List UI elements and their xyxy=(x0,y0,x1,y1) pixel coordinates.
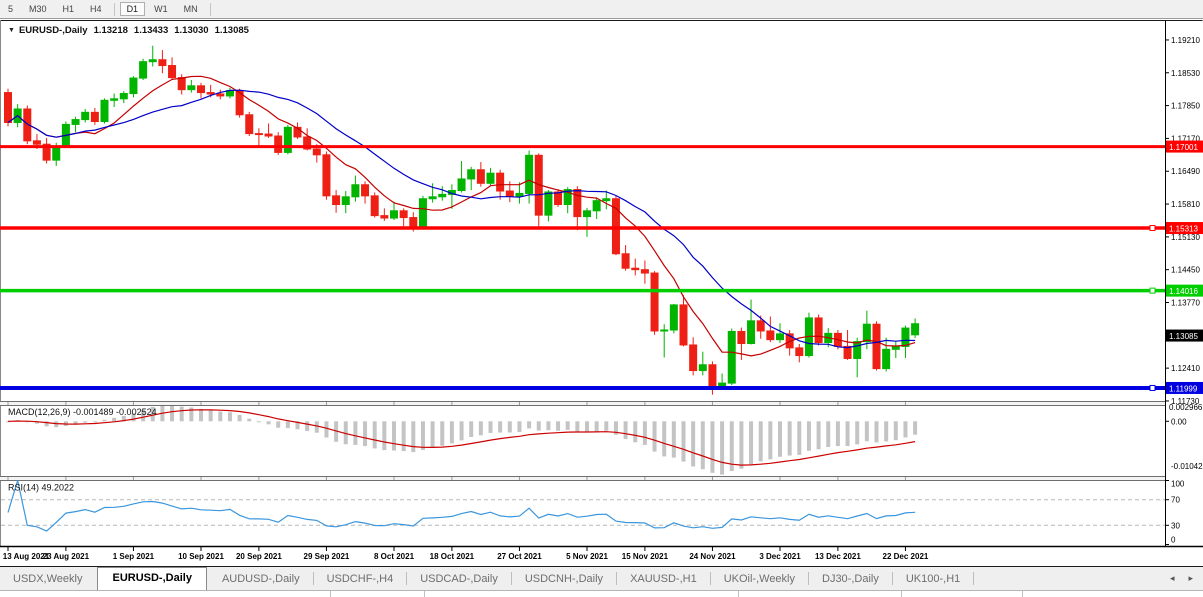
chart-symbol-label: EURUSD-,Daily xyxy=(18,25,88,36)
tab-scroll-left-icon[interactable]: ◂ xyxy=(1169,573,1175,583)
axis-label: 1.16490 xyxy=(1171,167,1200,176)
axis-label: 1.19210 xyxy=(1171,36,1200,45)
status-divider xyxy=(738,591,739,597)
tab-dj30-daily[interactable]: DJ30-,Daily xyxy=(822,573,879,585)
axis-label: 1.13770 xyxy=(1171,298,1200,307)
axis-label: 1.18530 xyxy=(1171,69,1200,78)
rsi-label: RSI(14) 49.2022 xyxy=(8,483,74,493)
chart-canvas[interactable]: 1.19210 1.18530 1.17850 1.17170 1.16490 1.158… xyxy=(0,19,1203,566)
macd-signal-line xyxy=(7,409,916,466)
tab-separator xyxy=(973,572,975,585)
tab-separator xyxy=(510,572,512,585)
status-divider xyxy=(424,591,425,597)
timeframe-button-w1[interactable]: W1 xyxy=(154,4,168,14)
axis-label: 70 xyxy=(1171,496,1180,505)
status-divider xyxy=(330,591,331,597)
ma-fast-line xyxy=(7,75,916,357)
macd-label: MACD(12,26,9) -0.001489 -0.002524 xyxy=(8,407,157,417)
axis-label: 1.13085 xyxy=(1169,332,1198,341)
axis-label: 0.002966 xyxy=(1169,403,1203,412)
date-tick-label: 24 Nov 2021 xyxy=(689,552,736,561)
tab-separator xyxy=(616,572,618,585)
chevron-down-icon[interactable]: ▼ xyxy=(8,27,15,34)
chart-title: ▼ EURUSD-,Daily 1.13218 1.13433 1.13030 1.130… xyxy=(8,25,249,36)
tab-ukoil-weekly[interactable]: UKOil-,Weekly xyxy=(723,573,795,585)
tab-scroll-arrows: ◂ ▸ xyxy=(1170,573,1203,590)
timeframe-button-h4[interactable]: H4 xyxy=(90,4,102,14)
axis-label: 1.15810 xyxy=(1171,200,1200,209)
axis-label: 1.17170 xyxy=(1171,134,1200,143)
date-tick-label: 5 Nov 2021 xyxy=(566,552,608,561)
date-tick-label: 1 Sep 2021 xyxy=(113,552,155,561)
tab-scroll-right-icon[interactable]: ▸ xyxy=(1188,573,1193,583)
axis-label: 1.17850 xyxy=(1171,102,1200,111)
tab-eurusd-daily[interactable]: EURUSD-,Daily xyxy=(97,567,207,590)
tab-separator xyxy=(808,572,809,585)
axis-label: 1.11999 xyxy=(1169,384,1198,393)
date-tick-label: 22 Dec 2021 xyxy=(883,552,929,561)
date-tick-label: 20 Sep 2021 xyxy=(236,552,282,561)
timeframe-button-5[interactable]: 5 xyxy=(8,4,14,14)
timeframe-button-h1[interactable]: H1 xyxy=(62,4,75,14)
toolbar-separator xyxy=(113,2,115,16)
status-divider xyxy=(901,591,902,597)
tab-separator xyxy=(406,572,408,585)
date-tick-label: 15 Nov 2021 xyxy=(622,552,669,561)
tab-audusd-daily[interactable]: AUDUSD-,Daily xyxy=(221,573,300,585)
date-tick-label: 23 Aug 2021 xyxy=(43,552,90,561)
date-tick-label: 18 Oct 2021 xyxy=(430,552,475,561)
axis-label: 1.15130 xyxy=(1171,233,1200,242)
timeframe-button-mn[interactable]: MN xyxy=(183,4,198,14)
status-divider xyxy=(1022,591,1023,597)
tab-uk100-h1[interactable]: UK100-,H1 xyxy=(905,573,961,585)
date-tick-label: 27 Oct 2021 xyxy=(497,552,542,561)
chart-window: ▼ EURUSD-,Daily 1.13218 1.13433 1.13030 1.130… xyxy=(0,19,1203,566)
tab-xauusd-h1[interactable]: XAUUSD-,H1 xyxy=(630,573,697,585)
date-tick-label: 8 Oct 2021 xyxy=(374,552,415,561)
macd-layer xyxy=(6,406,918,475)
ohlc-high: 1.13433 xyxy=(133,25,169,36)
date-tick-label: 13 Dec 2021 xyxy=(815,552,861,561)
date-tick-label: 29 Sep 2021 xyxy=(304,552,350,561)
axis-label: 1.11730 xyxy=(1171,397,1200,406)
timeframe-toolbar: 5 M30 H1 H4 D1 W1 MN xyxy=(0,0,1203,19)
tab-separator xyxy=(891,572,893,585)
status-strip xyxy=(0,590,1203,597)
axis-label: 1.14450 xyxy=(1171,266,1200,275)
rsi-line xyxy=(7,480,916,532)
date-tick-label: 3 Dec 2021 xyxy=(759,552,801,561)
axis-label: 30 xyxy=(1171,521,1180,530)
ohlc-close: 1.13085 xyxy=(214,25,249,36)
hlines-layer xyxy=(0,145,1165,391)
axis-label: -0.01042 xyxy=(1171,462,1203,471)
tab-usdcad-daily[interactable]: USDCAD-,Daily xyxy=(420,573,498,585)
date-tick-label: 10 Sep 2021 xyxy=(178,552,224,561)
tab-separator xyxy=(312,572,314,585)
ohlc-open: 1.13218 xyxy=(93,25,128,36)
candles-layer xyxy=(4,45,920,395)
tab-separator xyxy=(709,572,711,585)
ohlc-low: 1.13030 xyxy=(174,25,209,36)
toolbar-separator xyxy=(209,2,211,16)
axis-label: 1.15313 xyxy=(1169,225,1198,234)
price-axis: 1.19210 1.18530 1.17850 1.17170 1.16490 1.158… xyxy=(1165,21,1203,546)
tab-usdchf-h4[interactable]: USDCHF-,H4 xyxy=(326,573,394,585)
axis-label: 1.17001 xyxy=(1169,143,1198,152)
tab-usdcnh-daily[interactable]: USDCNH-,Daily xyxy=(524,573,604,585)
tab-usdx-weekly[interactable]: USDX,Weekly xyxy=(13,573,83,585)
axis-label: 1.12410 xyxy=(1171,364,1200,373)
rsi-layer xyxy=(1,480,1165,532)
axis-label: 1.14016 xyxy=(1169,287,1198,296)
timeframe-button-m30[interactable]: M30 xyxy=(29,4,47,14)
symbol-tabbar: USDX,Weekly EURUSD-,Daily AUDUSD-,Daily USD… xyxy=(0,566,1203,590)
date-tick-label: 13 Aug 2021 xyxy=(3,552,50,561)
axis-label: 0 xyxy=(1171,536,1176,545)
axis-label: 0.00 xyxy=(1171,417,1187,426)
pane-labels: MACD(12,26,9) -0.001489 -0.002524 RSI(14)… xyxy=(8,407,157,493)
ma-slow-line xyxy=(7,89,916,349)
timeframe-button-d1[interactable]: D1 xyxy=(119,2,146,16)
axis-label: 100 xyxy=(1171,480,1185,489)
